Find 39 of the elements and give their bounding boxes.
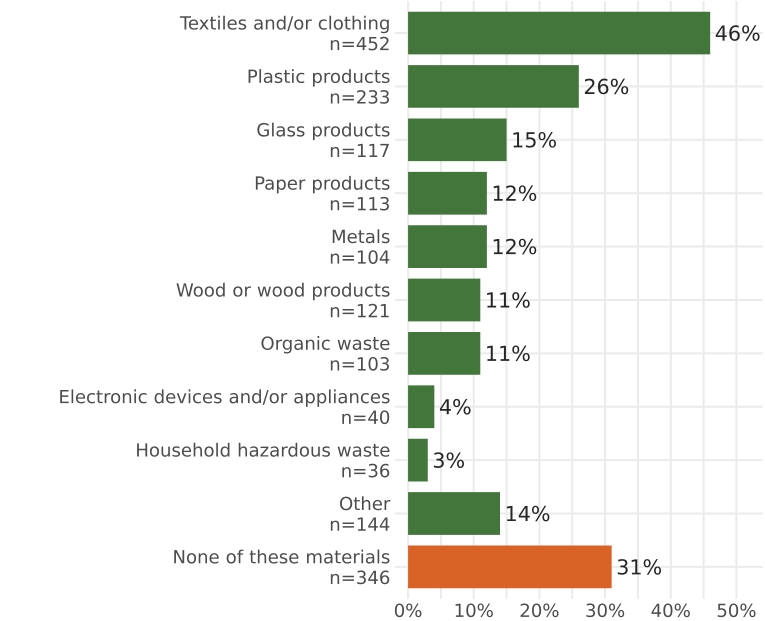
data-label: 46% <box>716 25 760 41</box>
data-label: 31% <box>618 558 662 574</box>
data-label: 11% <box>487 292 530 308</box>
y-tick-label: Household hazardous waste n=36 <box>137 442 390 478</box>
y-tick-label: Plastic products n=233 <box>248 68 390 104</box>
x-tick-label: 0% <box>394 603 422 617</box>
data-label: 3% <box>434 452 464 468</box>
bar <box>408 438 428 482</box>
data-label: 4% <box>440 398 471 414</box>
x-tick-label: 10% <box>456 603 493 617</box>
bar <box>408 278 480 322</box>
data-label: 12% <box>494 185 536 201</box>
bar <box>408 492 500 535</box>
bar <box>408 64 579 108</box>
data-label: 26% <box>584 78 628 94</box>
y-tick-label: Other n=144 <box>330 496 390 530</box>
bar <box>408 118 507 161</box>
y-tick-label: None of these materials n=346 <box>174 549 390 584</box>
y-tick-label: Metals n=104 <box>330 229 390 264</box>
bar <box>408 172 487 214</box>
x-tick-label: 20% <box>520 603 559 617</box>
bar <box>408 225 487 268</box>
data-label: 12% <box>494 238 536 254</box>
x-tick-label: 30% <box>586 603 624 617</box>
y-tick-label: Organic waste n=103 <box>261 336 390 370</box>
y-tick-label: Glass products n=117 <box>257 122 390 157</box>
data-label: 11% <box>487 345 530 361</box>
bar <box>408 11 710 54</box>
x-tick-label: 40% <box>652 603 690 617</box>
y-tick-label: Textiles and/or clothing n=452 <box>180 15 389 50</box>
bar <box>408 332 480 374</box>
y-tick-label: Wood or wood products n=121 <box>176 282 390 317</box>
y-tick-label: Paper products n=113 <box>256 176 390 210</box>
bar <box>408 545 612 588</box>
data-label: 14% <box>506 505 550 522</box>
data-label: 15% <box>513 132 556 148</box>
bar <box>408 385 434 428</box>
y-tick-label: Electronic devices and/or appliances n=40 <box>60 389 390 424</box>
x-tick-label: 50% <box>718 603 756 617</box>
